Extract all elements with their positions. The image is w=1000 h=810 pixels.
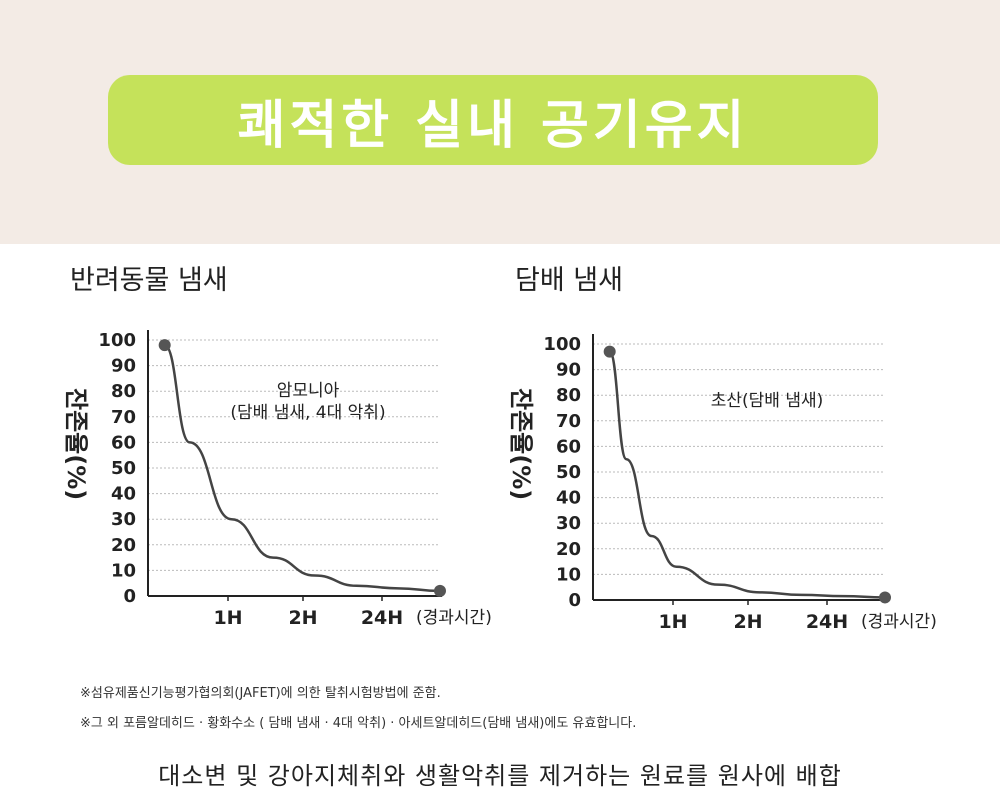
title-pill: 쾌적한 실내 공기유지 [108, 75, 878, 165]
y-tick-label: 90 [111, 356, 136, 377]
y-axis-label: 잔존율(%) [507, 388, 535, 500]
y-tick-label: 80 [556, 385, 581, 406]
y-tick-label: 90 [556, 360, 581, 381]
page-title: 쾌적한 실내 공기유지 [237, 95, 749, 156]
data-point-end [879, 591, 891, 604]
x-tick-label: 2H [288, 607, 317, 629]
x-tick-label: 1H [658, 611, 687, 633]
y-axis-label: 잔존율(%) [62, 388, 90, 500]
y-tick-label: 20 [111, 535, 136, 556]
y-tick-label: 50 [556, 462, 581, 483]
y-tick-label: 10 [556, 564, 581, 585]
chart-svg: 0 10 20 30 40 50 60 70 80 90 100 1H 2H 24H (경과시간) 잔존율(%… [507, 334, 937, 633]
x-tick-label: 1H [213, 607, 242, 629]
chart-title: 반려동물 냄새 [70, 265, 228, 296]
y-tick-label: 20 [556, 539, 581, 560]
annotation-label: (담배 냄새, 4대 악취) [230, 403, 385, 423]
series-line [164, 343, 441, 593]
y-tick-label: 80 [111, 381, 136, 402]
footnote-1: ※섬유제품신기능평가협의회(JAFET)에 의한 탈취시험방법에 준함. [80, 686, 441, 701]
y-tick-label: 30 [556, 513, 581, 534]
x-tick-label: 2H [733, 611, 762, 633]
y-tick-label: 50 [111, 458, 136, 479]
y-tick-label: 60 [556, 436, 581, 457]
y-tick-label: 40 [111, 484, 136, 505]
header-banner: 쾌적한 실내 공기유지 [0, 0, 1000, 244]
x-tick-label: 24H [806, 611, 848, 633]
x-axis-label: (경과시간) [861, 612, 937, 632]
y-tick-label: 10 [111, 560, 136, 581]
chart-pet-odor: 반려동물 냄새 0 10 20 30 40 50 60 70 80 90 100 1H 2H 24H (경과… [62, 258, 560, 638]
y-tick-label: 70 [111, 407, 136, 428]
y-tick-label: 70 [556, 411, 581, 432]
y-tick-label: 100 [98, 330, 136, 351]
chart-tobacco-odor: 담배 냄새 0 10 20 30 40 50 60 70 80 90 100 1H 2H 24H (경과시간… [507, 258, 1000, 638]
data-point-start [603, 345, 616, 358]
chart-svg: 0 10 20 30 40 50 60 70 80 90 100 1H 2H 24H (경과시간) 잔존율(%… [62, 330, 492, 629]
y-tick-label: 0 [568, 590, 581, 611]
y-tick-label: 0 [123, 586, 136, 607]
y-tick-label: 40 [556, 488, 581, 509]
data-point-start [158, 339, 171, 352]
y-tick-label: 30 [111, 509, 136, 530]
annotation-label: 초산(담배 냄새) [711, 391, 824, 411]
y-tick-label: 60 [111, 432, 136, 453]
data-point-end [434, 584, 446, 597]
footnote-2: ※그 외 포름알데히드 · 황화수소 ( 담배 냄새 · 4대 악취) · 아세… [80, 716, 637, 731]
chart-title: 담배 냄새 [515, 265, 623, 296]
series-line [608, 350, 886, 599]
x-axis-label: (경과시간) [416, 608, 492, 628]
x-tick-label: 24H [361, 607, 403, 629]
bottom-caption: 대소변 및 강아지체취와 생활악취를 제거하는 원료를 원사에 배합 [158, 762, 842, 790]
y-tick-label: 100 [543, 334, 581, 355]
annotation-label: 암모니아 [277, 381, 340, 401]
